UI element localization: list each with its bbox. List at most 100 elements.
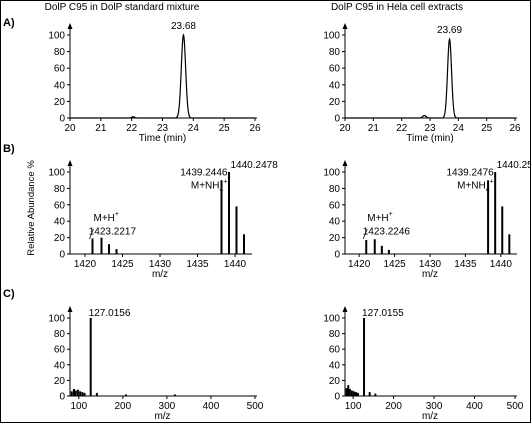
x-tick-label-c-right: 400 <box>466 401 483 412</box>
chart-c-left: 0 20 40 60 80 100 100 200 300 400 500 m/z 127.0156 <box>48 306 264 422</box>
ion-leader-b-right <box>362 228 368 239</box>
y-tick-label-a-right: 60 <box>329 64 341 75</box>
x-tick-label-b-right: 1435 <box>454 259 477 270</box>
y-tick-label-b-right: 80 <box>329 184 341 195</box>
peak-label-a-left: 23.68 <box>171 21 196 32</box>
y-tick-label-b-left: 100 <box>48 168 65 179</box>
y-tick-label-a-right: 20 <box>329 97 341 108</box>
mz-label-b-left: 1423.2217 <box>89 226 137 237</box>
x-tick-label-c-right: 300 <box>426 401 443 412</box>
x-tick-label-a-right: 20 <box>339 123 351 134</box>
x-tick-label-c-right: 500 <box>507 401 524 412</box>
y-axis-arrow-b-right <box>342 160 348 166</box>
mz-label-b-left: 1439.2446 <box>180 167 228 178</box>
x-axis-label-c-left: m/z <box>154 411 170 422</box>
x-tick-label-a-right: 24 <box>453 123 465 134</box>
x-tick-label-c-left: 500 <box>247 401 264 412</box>
x-axis-label-a-right: Time (min) <box>406 133 453 144</box>
mz-label-c-left: 127.0156 <box>89 308 131 319</box>
y-axis-arrow-a-right <box>342 23 348 29</box>
x-tick-label-a-right: 25 <box>481 123 493 134</box>
y-tick-label-b-right: 20 <box>329 233 341 244</box>
y-tick-label-b-left: 60 <box>54 200 66 211</box>
x-tick-label-c-left: 200 <box>115 401 132 412</box>
x-tick-label-a-left: 23 <box>157 123 169 134</box>
y-tick-label-a-right: 40 <box>329 80 341 91</box>
x-tick-label-a-left: 21 <box>95 123 107 134</box>
y-tick-label-b-right: 0 <box>334 250 340 261</box>
peak-label-a-right: 23.69 <box>437 25 462 36</box>
y-tick-label-b-left: 20 <box>54 233 66 244</box>
x-axis-label-a-left: Time (min) <box>139 133 186 144</box>
mz-label-b-left: 1440.2478 <box>231 160 279 171</box>
x-tick-label-b-right: 1420 <box>348 259 371 270</box>
x-tick-label-a-right: 23 <box>424 123 436 134</box>
y-axis-arrow-a-left <box>67 23 73 29</box>
chart-b-left: 0 20 40 60 80 100 1420 1425 1430 1435 1440 m/z M+H+ 1… <box>48 160 278 280</box>
y-tick-label-c-right: 100 <box>323 314 340 325</box>
chromatogram-trace-a-right <box>345 37 515 119</box>
y-tick-label-b-left: 40 <box>54 217 66 228</box>
chart-b-right: 0 20 40 60 80 100 1420 1425 1430 1435 1440 m/z M+H+ 1… <box>323 160 531 280</box>
y-tick-label-c-left: 80 <box>54 329 66 340</box>
y-tick-label-c-left: 100 <box>48 314 65 325</box>
y-tick-label-c-left: 20 <box>54 376 66 387</box>
x-tick-label-a-left: 25 <box>219 123 231 134</box>
x-tick-label-b-left: 1425 <box>111 259 134 270</box>
y-axis-arrow-c-left <box>67 306 73 312</box>
y-tick-label-a-left: 100 <box>48 31 65 42</box>
y-tick-label-a-right: 0 <box>334 114 340 125</box>
y-tick-label-c-right: 40 <box>329 360 341 371</box>
chromatogram-trace-a-left <box>70 33 255 119</box>
x-axis-label-b-left: m/z <box>152 269 168 280</box>
x-axis-label-c-right: m/z <box>422 411 438 422</box>
x-tick-label-b-right: 1440 <box>490 259 513 270</box>
panel-label-b: B) <box>3 143 15 155</box>
x-tick-label-a-right: 26 <box>509 123 521 134</box>
x-tick-label-a-left: 22 <box>126 123 138 134</box>
x-tick-label-b-right: 1425 <box>383 259 406 270</box>
y-tick-label-b-left: 0 <box>59 250 65 261</box>
y-tick-label-c-right: 20 <box>329 376 341 387</box>
y-tick-label-c-right: 60 <box>329 345 341 356</box>
x-axis-label-b-right: m/z <box>422 269 438 280</box>
mz-label-b-right: 1423.2246 <box>363 226 411 237</box>
y-axis-arrow-b-left <box>67 160 73 166</box>
y-tick-label-b-right: 100 <box>323 168 340 179</box>
y-tick-label-a-left: 40 <box>54 80 66 91</box>
y-tick-label-b-left: 80 <box>54 184 66 195</box>
mz-label-b-right: 1440.2506 <box>497 160 531 171</box>
left-column-title: DolP C95 in DolP standard mixture <box>45 2 200 13</box>
y-tick-label-c-right: 0 <box>334 392 340 403</box>
x-tick-label-c-left: 100 <box>70 401 87 412</box>
x-tick-label-a-left: 20 <box>64 123 76 134</box>
panel-label-a: A) <box>3 17 15 29</box>
y-tick-label-c-left: 0 <box>59 392 65 403</box>
y-tick-label-a-left: 20 <box>54 97 66 108</box>
ion-label-b-left: M+H+ <box>94 211 120 224</box>
y-tick-label-a-left: 0 <box>59 114 65 125</box>
x-tick-label-a-left: 26 <box>249 123 261 134</box>
x-tick-label-c-right: 100 <box>345 401 362 412</box>
x-tick-label-a-right: 21 <box>368 123 380 134</box>
x-tick-label-c-left: 300 <box>159 401 176 412</box>
ion-label-b-right: M+H+ <box>367 211 393 224</box>
y-tick-label-a-right: 80 <box>329 47 341 58</box>
y-tick-label-c-left: 60 <box>54 345 66 356</box>
x-tick-label-b-right: 1430 <box>419 259 442 270</box>
ion-label-b-right: M+NH4+ <box>457 178 494 193</box>
x-tick-label-b-left: 1435 <box>186 259 209 270</box>
x-tick-label-b-left: 1420 <box>74 259 97 270</box>
y-tick-label-b-right: 40 <box>329 217 341 228</box>
y-axis-arrow-c-right <box>342 306 348 312</box>
y-tick-label-b-right: 60 <box>329 200 341 211</box>
ion-label-b-left: M+NH4+ <box>191 178 228 193</box>
mz-label-b-right: 1439.2476 <box>446 167 494 178</box>
panel-label-c: C) <box>3 288 15 300</box>
y-tick-label-a-left: 80 <box>54 47 66 58</box>
